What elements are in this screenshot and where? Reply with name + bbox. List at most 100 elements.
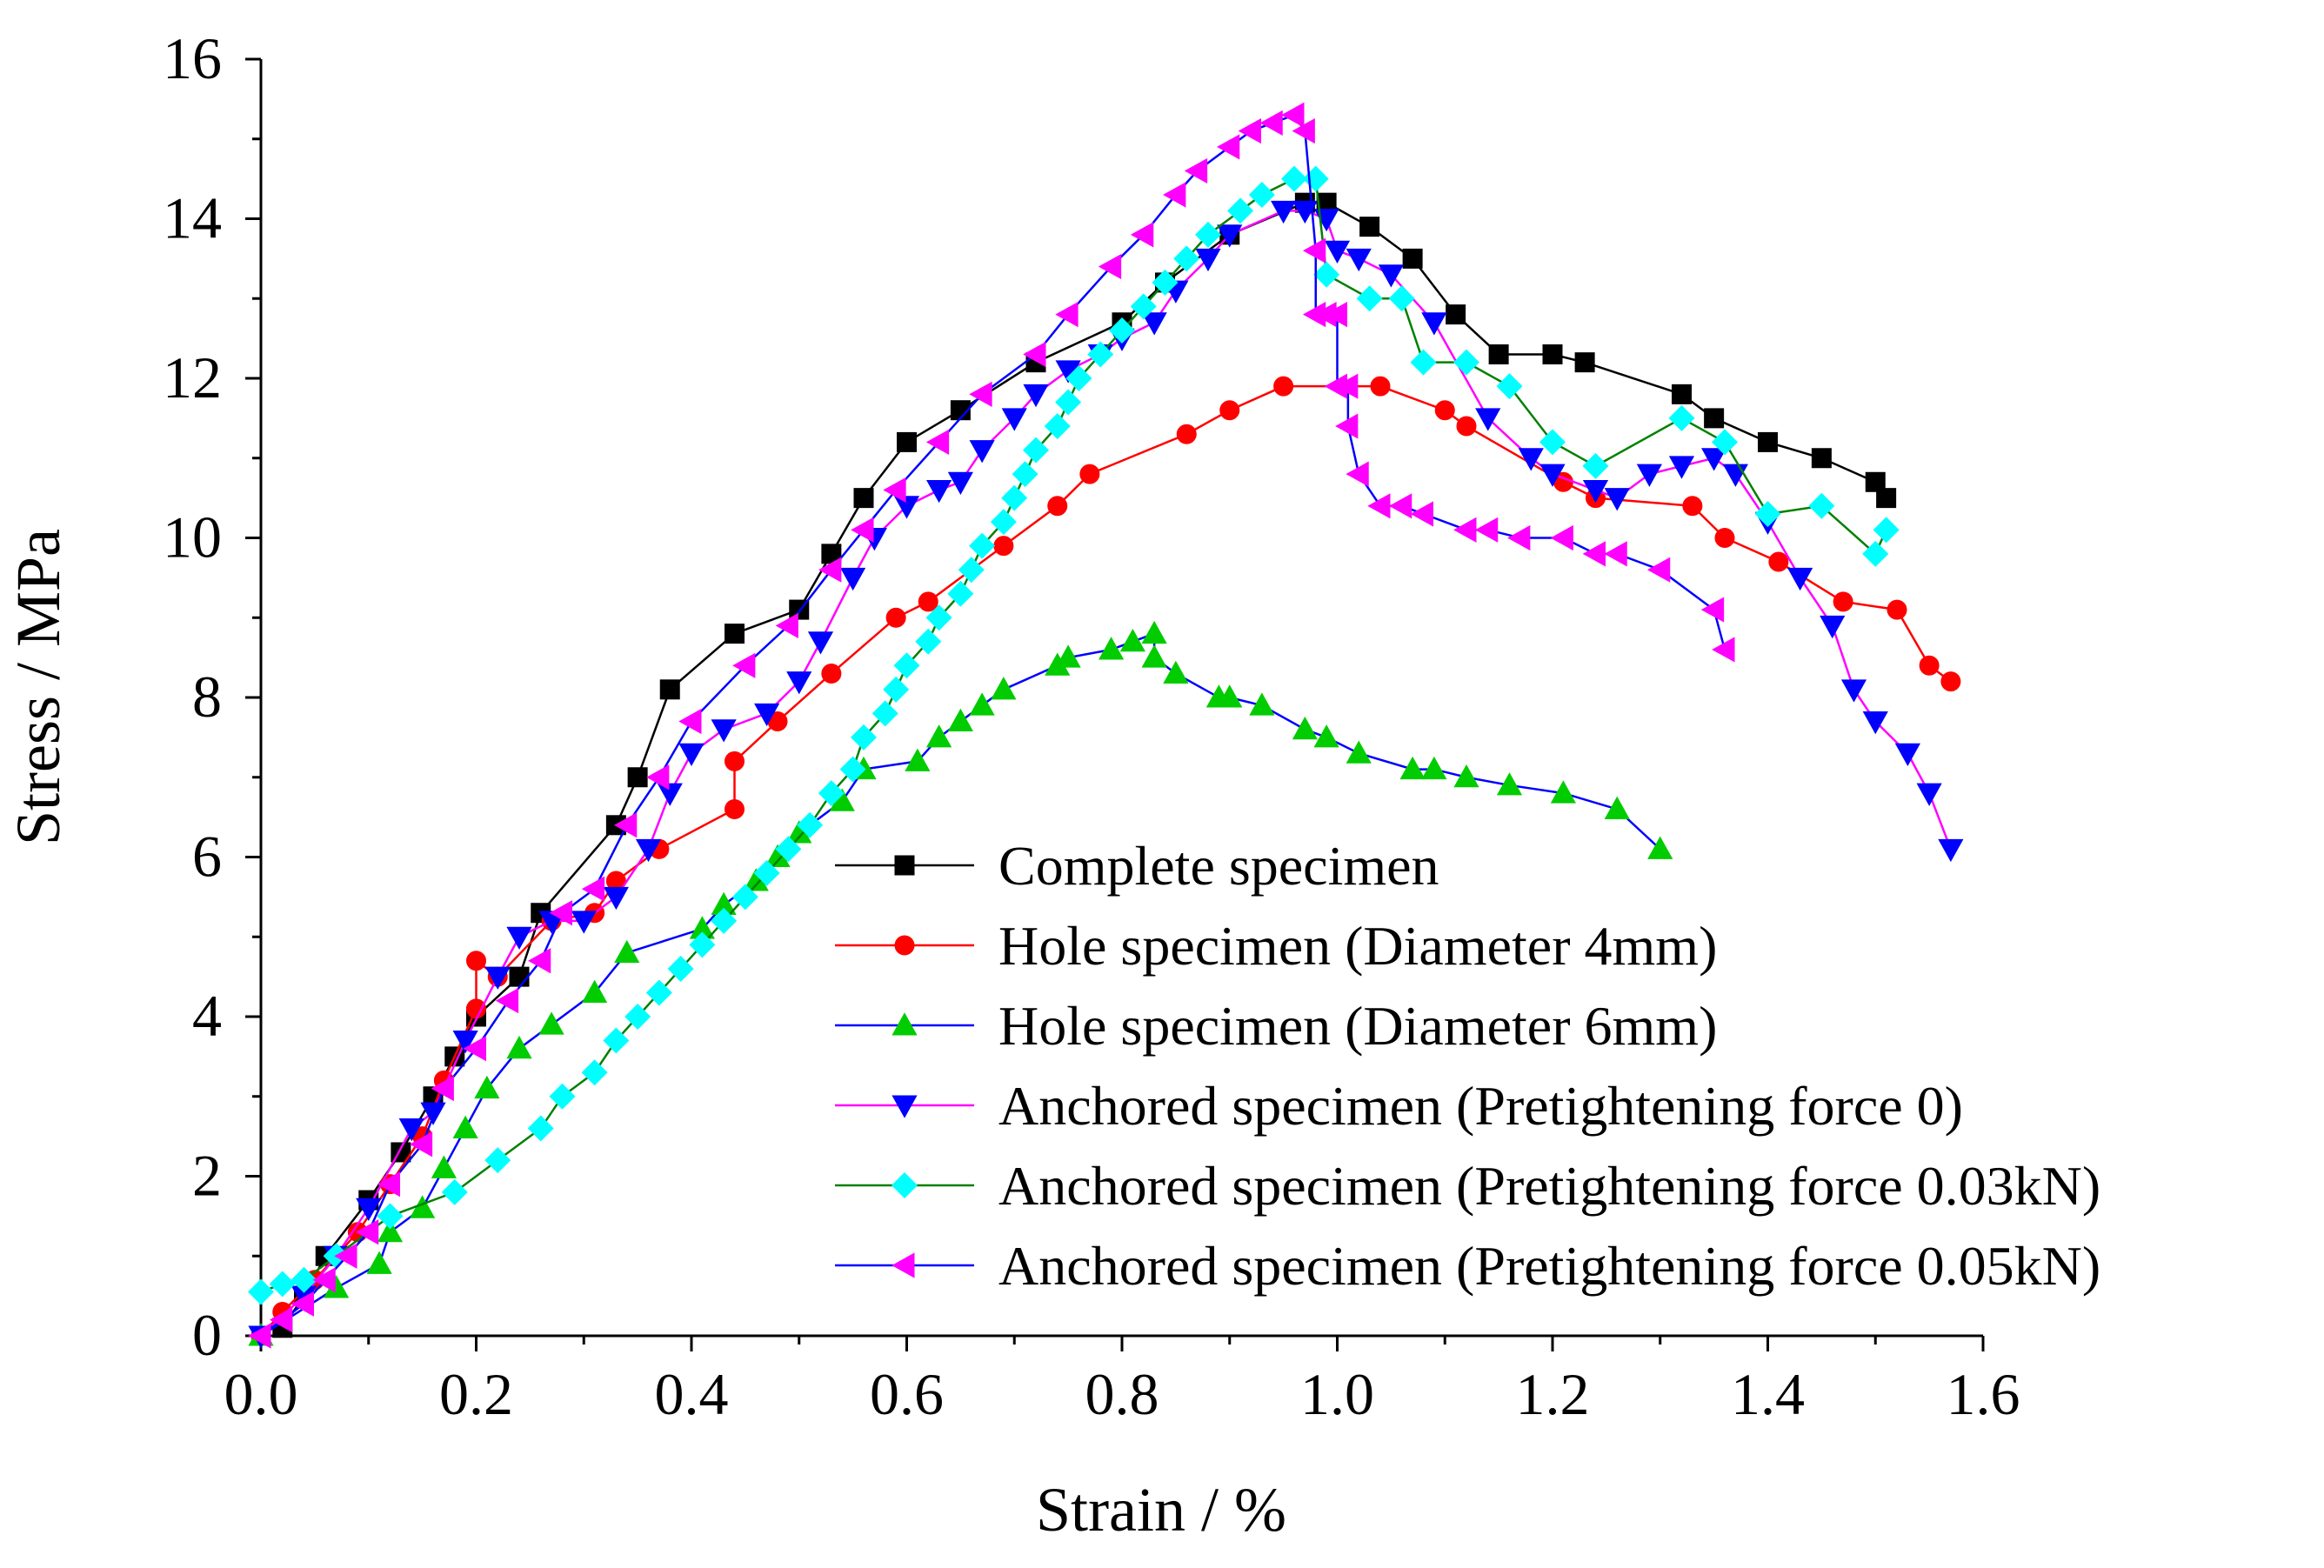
data-point [1669, 406, 1694, 431]
legend-swatch-marker [892, 1173, 918, 1198]
legend-item: Complete specimen [835, 835, 1439, 897]
data-point [1239, 119, 1261, 143]
data-point [1939, 839, 1963, 861]
x-tick-label: 0.4 [655, 1361, 729, 1427]
data-point [809, 632, 833, 654]
data-point [1274, 377, 1293, 396]
data-point [725, 799, 745, 818]
data-point [582, 1060, 607, 1085]
data-point [1368, 494, 1390, 518]
legend-label: Anchored specimen (Pretightening force 0… [998, 1235, 2100, 1297]
data-point [1769, 552, 1788, 571]
legend-item: Anchored specimen (Pretightening force 0… [835, 1235, 2100, 1297]
data-point [1873, 517, 1899, 543]
stress-strain-chart: 0.0 0.2 0.4 0.6 0.8 1.0 1.2 1.4 1.60246810121416… [0, 0, 2324, 1564]
data-point [1142, 622, 1166, 644]
x-tick-label: 1.4 [1731, 1361, 1805, 1427]
data-point [1336, 414, 1358, 438]
data-point [1584, 542, 1606, 566]
legend-swatch-marker [895, 936, 914, 955]
data-point [970, 693, 994, 715]
data-point [1759, 432, 1778, 451]
data-point [1540, 430, 1566, 455]
data-point [1164, 662, 1188, 684]
legend-label: Hole specimen (Diameter 6mm) [998, 995, 1717, 1057]
data-point [1543, 344, 1562, 364]
data-point [1314, 210, 1339, 231]
data-point [711, 720, 736, 742]
data-point [1705, 409, 1724, 428]
data-point [1326, 241, 1350, 263]
data-point [1218, 135, 1239, 159]
data-point [1177, 424, 1196, 444]
data-point [1683, 497, 1702, 516]
x-tick-label: 0.0 [224, 1361, 298, 1427]
data-point [725, 751, 745, 771]
data-point [615, 941, 639, 963]
data-point [1833, 592, 1853, 611]
legend-swatch-marker [895, 856, 914, 875]
data-point [604, 887, 629, 909]
data-point [1347, 741, 1372, 763]
data-point [1142, 645, 1166, 667]
data-point [1497, 374, 1522, 399]
data-point [994, 537, 1013, 556]
data-point [1228, 198, 1253, 224]
x-axis-title: Strain / % [1036, 1475, 1286, 1545]
x-tick-label: 0.6 [870, 1361, 944, 1427]
data-point [725, 624, 745, 644]
data-point [1080, 464, 1099, 484]
data-point [497, 989, 518, 1013]
data-point [1606, 797, 1630, 819]
data-point [1371, 377, 1390, 396]
x-tick-label: 1.6 [1947, 1361, 2020, 1427]
data-point [1303, 166, 1328, 191]
legend-item: Anchored specimen (Pretightening force 0… [835, 1155, 2100, 1217]
legend-label: Hole specimen (Diameter 4mm) [998, 915, 1717, 977]
data-point [1012, 462, 1038, 487]
data-point [1002, 485, 1027, 510]
legend-swatch-marker [892, 1253, 914, 1278]
data-point [647, 765, 669, 790]
data-point [1272, 201, 1296, 223]
data-point [1220, 401, 1239, 420]
legend: Complete specimen Hole specimen (Diameter… [835, 835, 2100, 1297]
data-point [367, 1252, 391, 1274]
data-point [510, 967, 529, 986]
data-point [841, 568, 865, 590]
data-point [1812, 449, 1831, 468]
y-tick-label: 10 [163, 504, 222, 570]
y-tick-label: 6 [192, 824, 222, 890]
x-tick-label: 0.8 [1085, 1361, 1159, 1427]
data-point [583, 877, 604, 900]
data-point [1422, 757, 1446, 779]
data-point [1357, 286, 1382, 311]
data-point [442, 1180, 467, 1205]
data-point [1314, 262, 1339, 287]
data-point [949, 710, 973, 731]
data-point [679, 744, 704, 765]
y-tick-label: 16 [163, 25, 222, 91]
legend-item: Anchored specimen (Pretightening force 0… [835, 1075, 1963, 1137]
legend-swatch-marker [892, 1013, 917, 1035]
data-point [1360, 217, 1379, 237]
chart-figure: 0.0 0.2 0.4 0.6 0.8 1.0 1.2 1.4 1.6 0 2 4 6 8 10 12 14 16… [0, 0, 2324, 1564]
data-point [507, 1037, 531, 1058]
data-point [660, 680, 679, 699]
data-point [1389, 286, 1414, 311]
data-point [1457, 417, 1476, 436]
data-point [1508, 526, 1530, 550]
data-point [550, 1084, 575, 1109]
data-point [1715, 529, 1734, 548]
legend-label: Anchored specimen (Pretightening force 0… [998, 1155, 2100, 1217]
data-point [1606, 542, 1627, 566]
data-point [432, 1157, 457, 1178]
data-point [1575, 353, 1594, 372]
data-point [1552, 526, 1573, 550]
data-point [467, 999, 486, 1018]
data-point [249, 1279, 274, 1304]
x-tick-label: 1.0 [1300, 1361, 1374, 1427]
data-point [1403, 249, 1422, 268]
data-point [1390, 494, 1412, 518]
data-point [529, 949, 551, 973]
